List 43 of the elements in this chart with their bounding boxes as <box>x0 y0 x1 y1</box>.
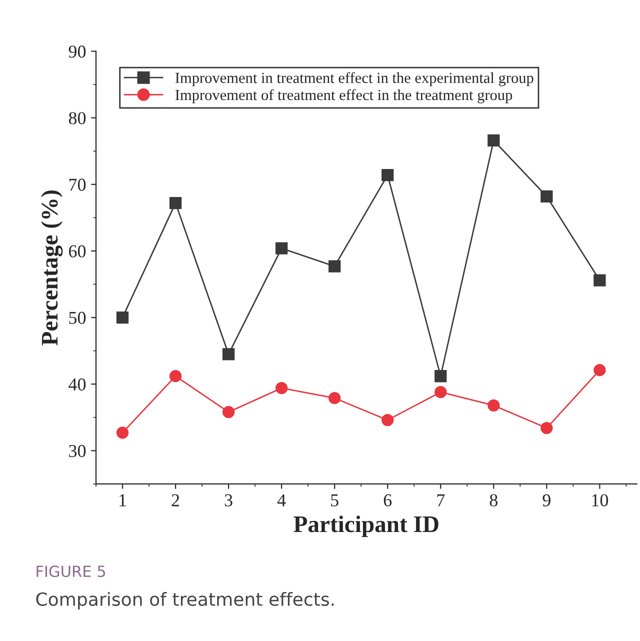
point <box>594 274 606 286</box>
y-tick-label: 70 <box>69 178 86 191</box>
x-tick-label: 9 <box>542 494 550 506</box>
point <box>540 190 553 202</box>
point <box>382 169 394 182</box>
point <box>222 348 235 360</box>
text: Comparison of treatment effects. <box>36 592 334 610</box>
point <box>116 426 129 439</box>
y-axis-title: Percentage (%) <box>41 190 63 346</box>
x-axis-title: Participant ID <box>294 516 438 538</box>
x-tick-label: 3 <box>224 494 232 506</box>
x-tick-label: 6 <box>384 494 392 506</box>
x-tick-label: 10 <box>592 494 608 506</box>
point <box>328 260 341 272</box>
point <box>434 386 447 398</box>
x-tick-label: 1 <box>120 494 126 506</box>
point <box>328 392 341 404</box>
y-tick-label: 30 <box>69 444 86 458</box>
legend-label: Improvement in treatment effect in the experimental group <box>175 72 534 86</box>
y-tick-label: 60 <box>69 245 86 258</box>
y-tick-label: 50 <box>69 312 86 324</box>
point <box>488 399 500 412</box>
x-tick-label: 4 <box>277 494 286 506</box>
point <box>434 370 447 382</box>
point <box>540 422 553 434</box>
x-tick-label: 7 <box>437 494 445 506</box>
y-tick-label: 40 <box>68 378 86 391</box>
point <box>169 370 182 382</box>
point <box>594 364 606 376</box>
point <box>169 196 182 210</box>
caption: FIGURE 5 <box>36 566 106 578</box>
x-tick-label: 5 <box>331 494 338 506</box>
point <box>222 406 235 418</box>
point <box>116 311 129 324</box>
x-tick-label: 8 <box>490 494 498 506</box>
x-tick-label: 2 <box>172 494 180 506</box>
point <box>382 414 394 426</box>
point <box>275 382 288 394</box>
point <box>275 242 288 254</box>
point <box>488 134 500 147</box>
y-tick-label: 90 <box>68 46 86 58</box>
y-tick-label: 80 <box>68 112 86 124</box>
legend-label: Improvement of treatment effect in the treatment group <box>175 89 512 104</box>
